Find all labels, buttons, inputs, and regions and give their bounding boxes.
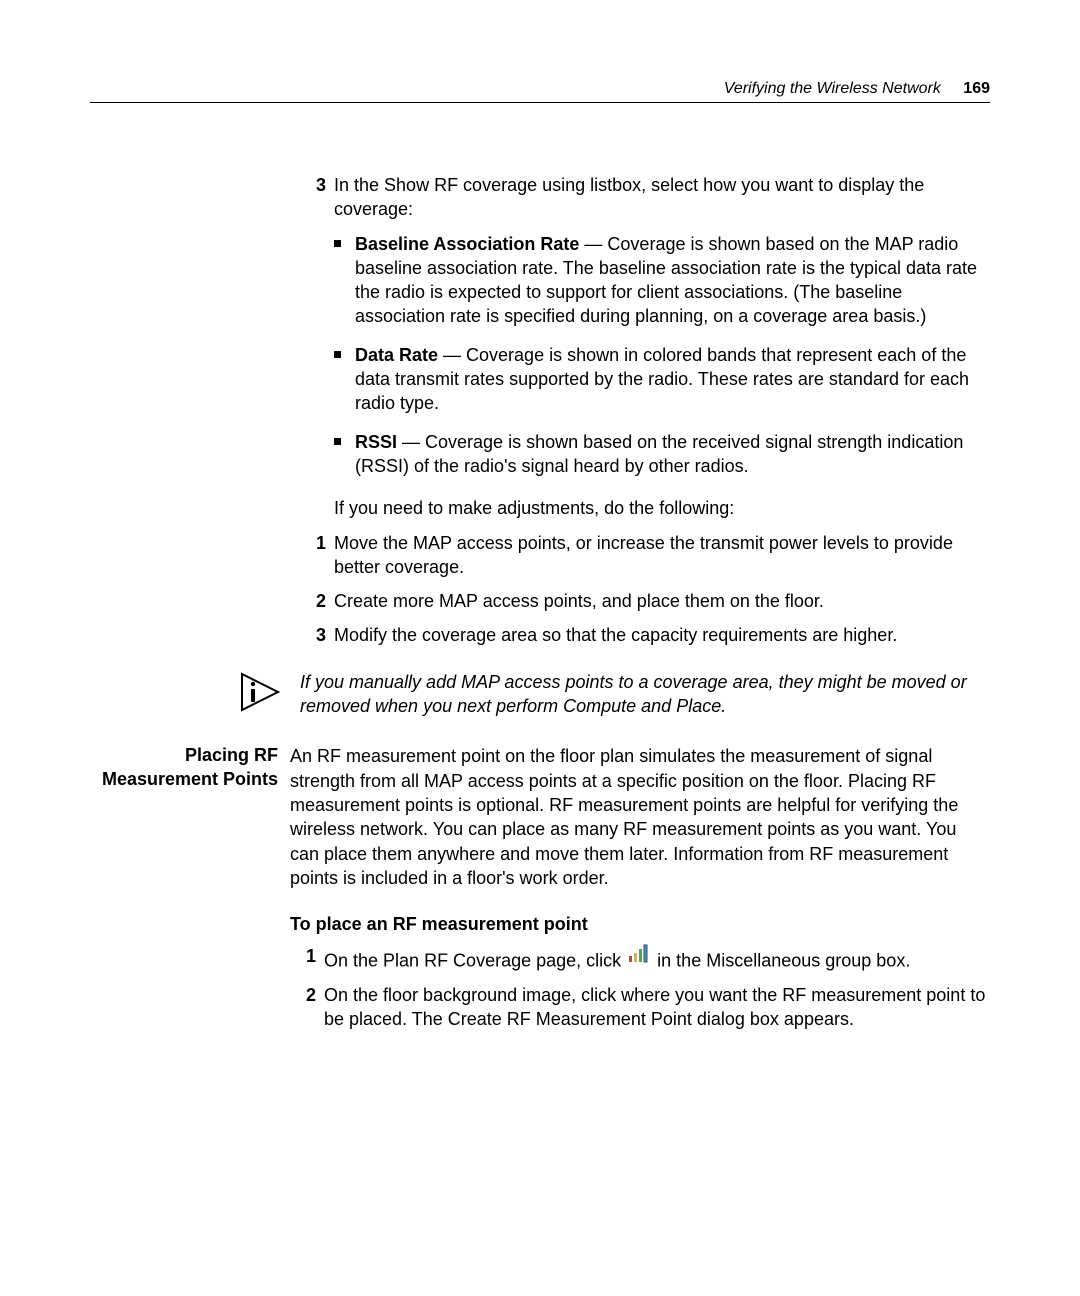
signal-bars-icon [628, 944, 650, 970]
section-heading: Placing RF Measurement Points [90, 744, 290, 791]
step-text: In the Show RF coverage using listbox, s… [334, 173, 990, 222]
step-text-post: in the Miscellaneous group box. [657, 951, 910, 971]
step-number: 3 [300, 173, 326, 222]
step-number: 3 [300, 623, 326, 647]
bullet-rssi: RSSI — Coverage is shown based on the re… [334, 430, 990, 479]
bullet-marker [334, 438, 341, 445]
adjust-step-1: 1 Move the MAP access points, or increas… [300, 531, 990, 580]
step-number: 1 [290, 944, 316, 973]
place-step-1: 1 On the Plan RF Coverage page, click in… [290, 944, 990, 973]
running-header: Verifying the Wireless Network 169 [90, 80, 990, 103]
bullet-label: RSSI [355, 432, 397, 452]
adjust-step-3: 3 Modify the coverage area so that the c… [300, 623, 990, 647]
adjust-step-2: 2 Create more MAP access points, and pla… [300, 589, 990, 613]
header-title: Verifying the Wireless Network [724, 80, 941, 97]
step-3: 3 In the Show RF coverage using listbox,… [300, 173, 990, 222]
bullet-marker [334, 240, 341, 247]
step-number: 2 [300, 589, 326, 613]
info-note-text: If you manually add MAP access points to… [300, 670, 990, 719]
bullet-marker [334, 351, 341, 358]
bullet-text: — Coverage is shown based on the receive… [355, 432, 963, 476]
bullet-text: — Coverage is shown in colored bands tha… [355, 345, 969, 414]
step-text: Modify the coverage area so that the cap… [334, 623, 990, 647]
bullet-datarate: Data Rate — Coverage is shown in colored… [334, 343, 990, 416]
bullet-label: Baseline Association Rate [355, 234, 579, 254]
step-number: 2 [290, 983, 316, 1032]
page-number: 169 [963, 80, 990, 97]
step-text-pre: On the Plan RF Coverage page, click [324, 951, 626, 971]
adjust-intro: If you need to make adjustments, do the … [334, 496, 990, 520]
place-step-2: 2 On the floor background image, click w… [290, 983, 990, 1032]
step-text: Move the MAP access points, or increase … [334, 531, 990, 580]
step-text: On the floor background image, click whe… [324, 983, 990, 1032]
info-note: If you manually add MAP access points to… [90, 670, 990, 719]
bullet-baseline: Baseline Association Rate — Coverage is … [334, 232, 990, 329]
info-icon [240, 672, 280, 717]
bullet-label: Data Rate [355, 345, 438, 365]
subheading: To place an RF measurement point [290, 912, 990, 936]
section-placing-rf: Placing RF Measurement Points An RF meas… [90, 744, 990, 1041]
coverage-options: Baseline Association Rate — Coverage is … [334, 232, 990, 479]
step-number: 1 [300, 531, 326, 580]
section-body-text: An RF measurement point on the floor pla… [290, 744, 990, 890]
step-text: Create more MAP access points, and place… [334, 589, 990, 613]
